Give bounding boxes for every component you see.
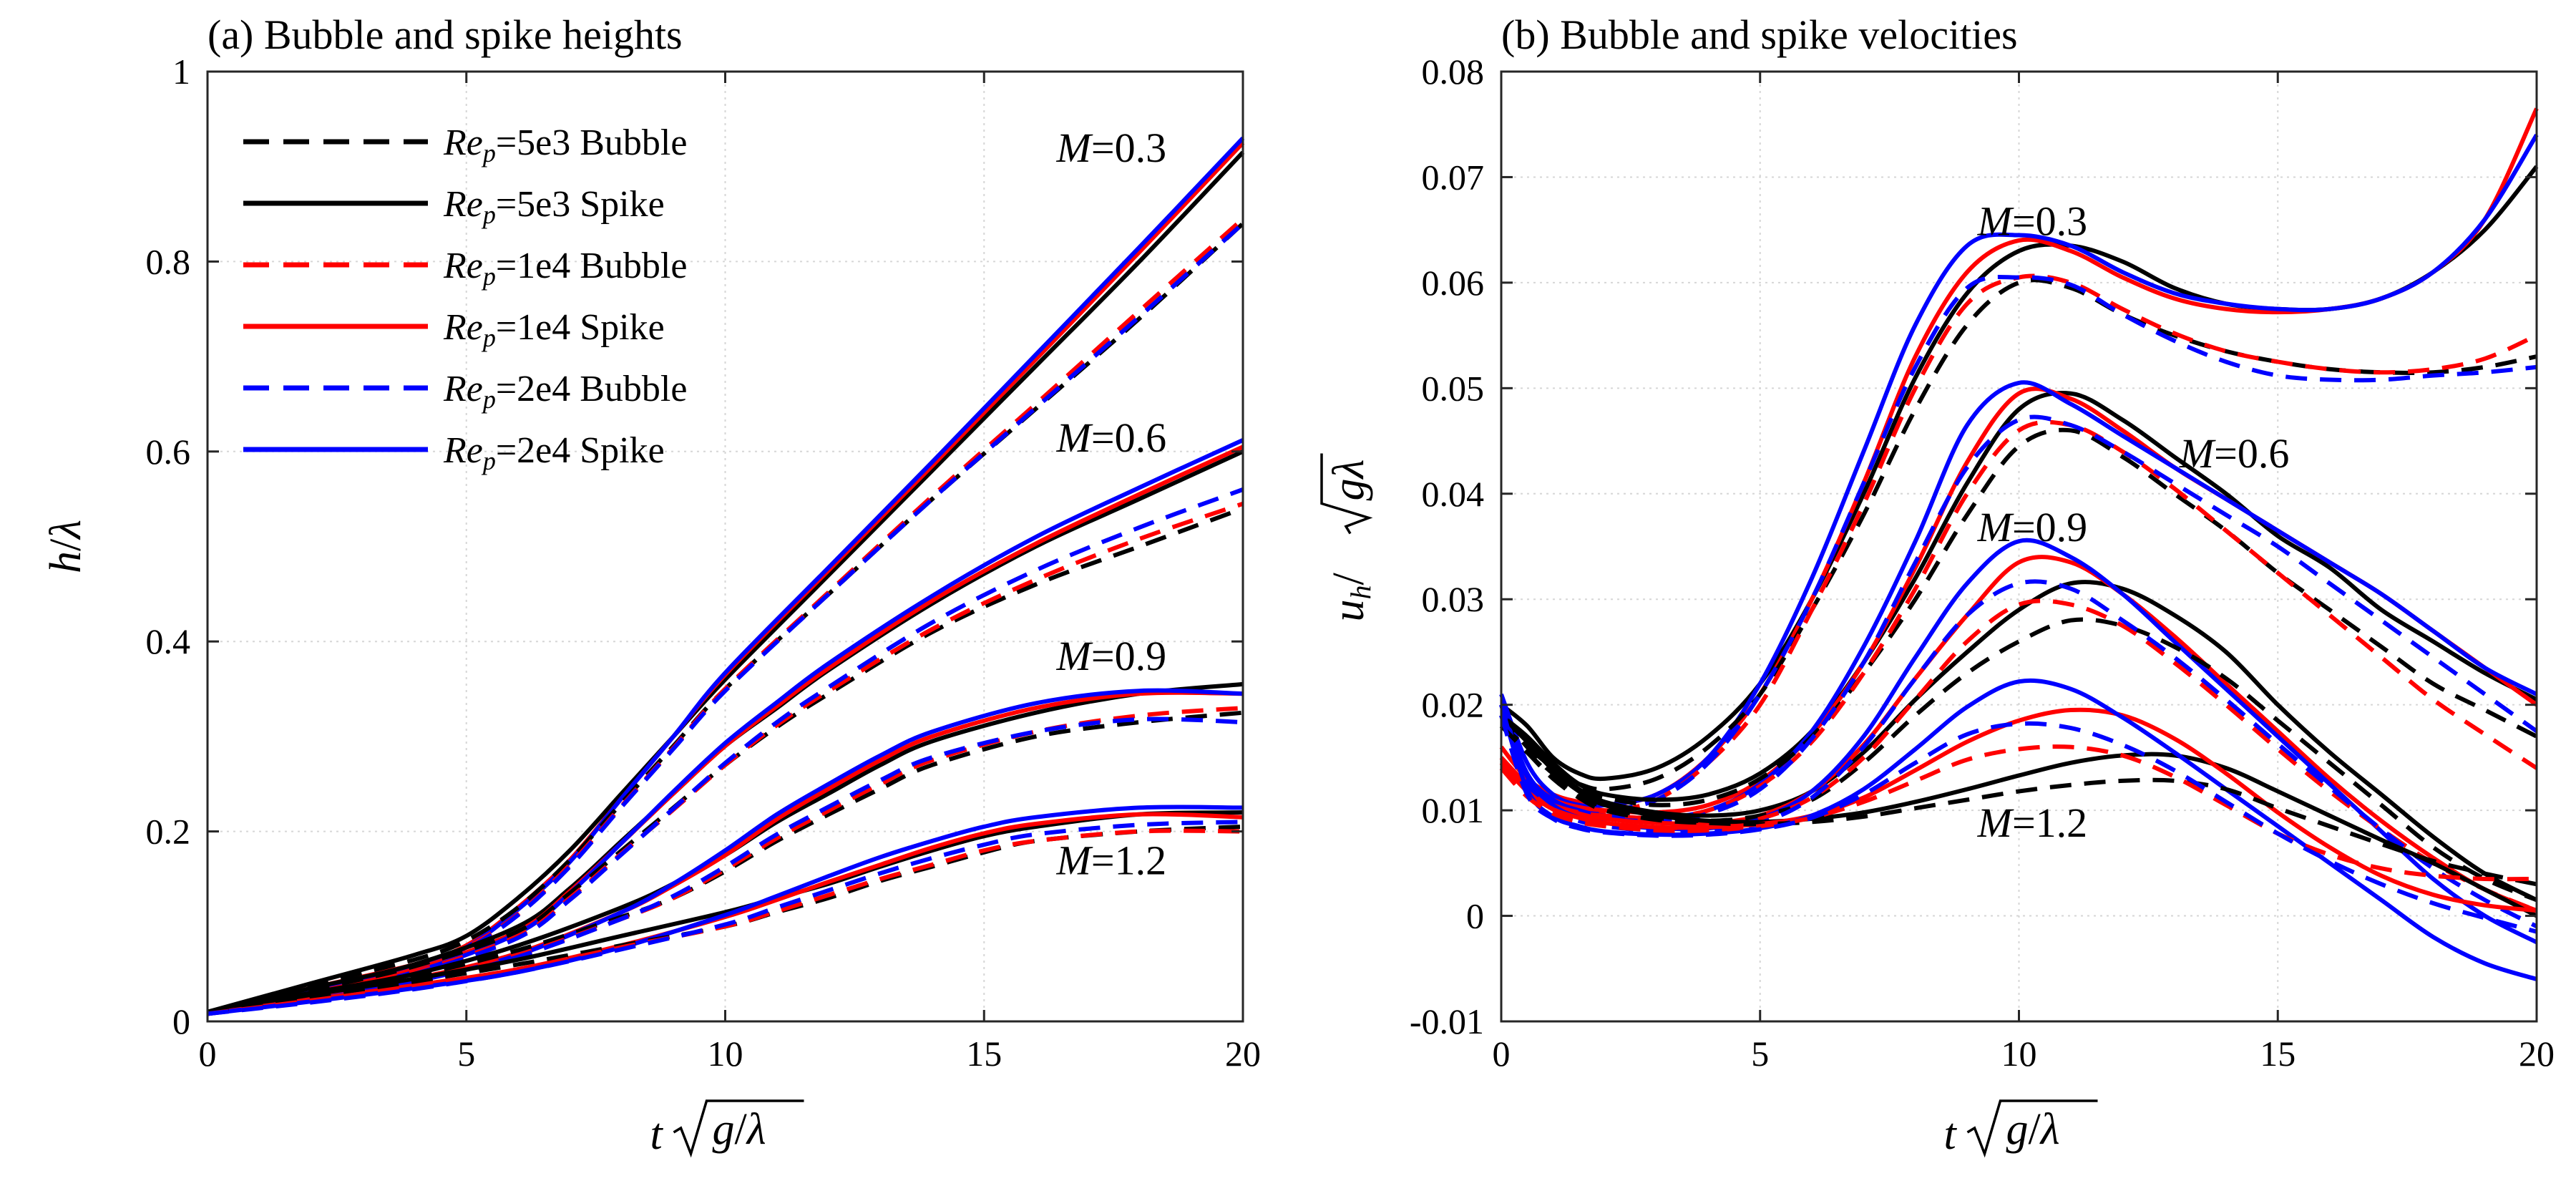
y-axis-label-radicand: gλ	[1324, 460, 1373, 501]
x-tick-label: 20	[2519, 1034, 2555, 1074]
series-line	[207, 222, 1245, 1014]
y-tick-label: 0.03	[1422, 579, 1485, 619]
x-axis-label-radical	[673, 1099, 804, 1158]
y-tick-label: 0.6	[146, 432, 191, 472]
series-line	[1499, 414, 2538, 824]
x-axis-label-var: t	[1944, 1110, 1958, 1159]
y-tick-label: 0.04	[1422, 474, 1485, 514]
y-tick-label: 0.07	[1422, 157, 1485, 197]
x-tick-label: 5	[457, 1034, 475, 1074]
curve-annotation: M=0.3	[1056, 125, 1167, 171]
series-line	[1500, 427, 2538, 807]
series-line	[1500, 391, 2538, 802]
series-line	[207, 222, 1245, 1016]
y-axis-label-radical	[1320, 453, 1373, 535]
x-tick-label: 0	[1493, 1034, 1511, 1074]
x-axis-label: t g/λ	[1944, 1099, 2098, 1159]
series-line	[207, 501, 1244, 1016]
x-axis-label-radicand: g/λ	[2006, 1105, 2060, 1154]
y-tick-label: 0.06	[1422, 263, 1485, 303]
series-line	[1499, 580, 2538, 903]
y-axis-label-text: h/λ	[42, 520, 90, 573]
x-tick-label: 15	[2260, 1034, 2296, 1074]
curve-annotation: M=1.2	[1056, 837, 1167, 883]
series-line	[1499, 555, 2538, 913]
y-tick-label: 0	[1466, 896, 1484, 936]
y-tick-label: 0.4	[146, 621, 191, 661]
series-line	[1499, 278, 2537, 792]
y-tick-label: 0.01	[1422, 790, 1485, 830]
curve-annotation: M=0.3	[1977, 198, 2088, 245]
series-line	[1499, 275, 2537, 814]
chart-title: (a) Bubble and spike heights	[208, 11, 683, 58]
series-group	[207, 136, 1245, 1016]
curve-annotation: M=0.9	[1977, 504, 2088, 550]
x-axis-label-radicand: g/λ	[713, 1105, 766, 1154]
series-line	[1499, 714, 2537, 934]
series-group	[1499, 107, 2539, 981]
x-axis-label: t g/λ	[650, 1099, 804, 1159]
x-tick-label: 10	[2001, 1034, 2037, 1074]
panel-a: 0 5 10 15 20 0 0.2 0.4 0.6 0.8 1 (a) Bubble and spi…	[42, 11, 1261, 1159]
series-line	[1499, 714, 2538, 918]
x-tick-label: 0	[199, 1034, 217, 1074]
series-line	[1499, 678, 2537, 981]
curve-annotation: M=0.6	[2179, 430, 2290, 477]
y-axis-label-text: uh/	[1324, 573, 1377, 622]
y-axis-label: uh/gλ	[1320, 453, 1377, 622]
x-axis-label-var: t	[650, 1110, 664, 1159]
y-tick-label: -0.01	[1410, 1001, 1484, 1041]
y-tick-label: 1	[172, 52, 190, 92]
series-line	[1499, 419, 2538, 820]
x-axis-label-radical	[1966, 1099, 2098, 1158]
y-tick-label: 0	[172, 1001, 190, 1041]
curve-annotation: M=1.2	[1977, 800, 2088, 846]
y-tick-label: 0.05	[1422, 368, 1485, 408]
y-axis-label: h/λ	[42, 520, 90, 573]
series-line	[207, 217, 1244, 1016]
curve-annotation: M=0.9	[1056, 633, 1167, 679]
curve-annotation: M=0.6	[1056, 414, 1167, 461]
x-tick-label: 10	[708, 1034, 743, 1074]
series-line	[1499, 273, 2538, 815]
legend-label: Rep=5e3 Bubble	[443, 122, 687, 167]
legend: Rep=5e3 Bubble Rep=5e3 Spike Rep=1e4 Bubbl…	[243, 122, 687, 475]
y-tick-label: 0.08	[1422, 52, 1485, 92]
legend-label: Rep=1e4 Bubble	[443, 246, 687, 291]
series-line	[207, 812, 1244, 1016]
legend-label: Rep=1e4 Spike	[443, 307, 665, 352]
legend-label: Rep=5e3 Spike	[443, 184, 665, 229]
series-line	[1499, 579, 2538, 928]
legend-label: Rep=2e4 Spike	[443, 430, 665, 475]
y-tick-label: 0.8	[146, 241, 191, 281]
legend-label: Rep=2e4 Bubble	[443, 369, 687, 414]
chart-title: (b) Bubble and spike velocities	[1501, 11, 2018, 58]
x-tick-label: 20	[1225, 1034, 1261, 1074]
x-tick-label: 15	[966, 1034, 1002, 1074]
series-line	[1499, 744, 2537, 882]
series-line	[1499, 707, 2537, 913]
panel-b: 0 5 10 15 20-0.0100.010.020.030.040.050.060.…	[1320, 11, 2555, 1159]
series-line	[1499, 617, 2538, 903]
series-line	[207, 805, 1244, 1016]
x-tick-label: 5	[1751, 1034, 1769, 1074]
y-tick-label: 0.02	[1422, 685, 1485, 725]
y-tick-label: 0.2	[146, 812, 191, 852]
